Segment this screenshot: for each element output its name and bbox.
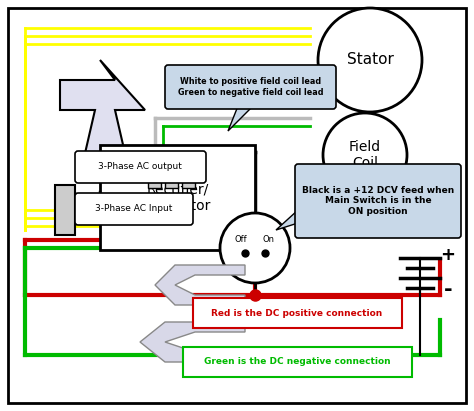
Text: Rectifier/
Regulator: Rectifier/ Regulator	[144, 182, 211, 212]
Polygon shape	[140, 322, 245, 362]
Circle shape	[220, 213, 290, 283]
FancyBboxPatch shape	[100, 145, 255, 250]
Text: Off: Off	[235, 236, 247, 245]
FancyBboxPatch shape	[75, 151, 206, 183]
Circle shape	[323, 113, 407, 197]
FancyBboxPatch shape	[148, 175, 161, 188]
Text: Black is a +12 DCV feed when
Main Switch is in the
ON position: Black is a +12 DCV feed when Main Switch…	[302, 186, 454, 216]
FancyBboxPatch shape	[182, 175, 195, 188]
Text: Field
Coil: Field Coil	[349, 140, 381, 170]
Text: Stator: Stator	[346, 53, 393, 67]
FancyBboxPatch shape	[165, 65, 336, 109]
FancyBboxPatch shape	[295, 164, 461, 238]
Text: On: On	[263, 236, 275, 245]
Text: Green is the DC negative connection: Green is the DC negative connection	[204, 358, 390, 367]
Text: 3-Phase AC output: 3-Phase AC output	[98, 162, 182, 171]
FancyBboxPatch shape	[8, 8, 466, 403]
Polygon shape	[228, 106, 253, 131]
Text: -: -	[444, 280, 452, 300]
FancyBboxPatch shape	[193, 298, 402, 328]
Polygon shape	[276, 210, 298, 230]
FancyBboxPatch shape	[183, 347, 412, 377]
Polygon shape	[60, 60, 145, 175]
Polygon shape	[155, 265, 245, 305]
Text: +: +	[440, 246, 456, 264]
Text: White to positive field coil lead
Green to negative field coil lead: White to positive field coil lead Green …	[178, 77, 323, 97]
Circle shape	[318, 8, 422, 112]
FancyBboxPatch shape	[55, 185, 75, 235]
FancyBboxPatch shape	[165, 175, 178, 188]
Text: Red is the DC positive connection: Red is the DC positive connection	[211, 309, 383, 318]
Text: 3-Phase AC Input: 3-Phase AC Input	[95, 205, 173, 213]
FancyBboxPatch shape	[75, 193, 193, 225]
